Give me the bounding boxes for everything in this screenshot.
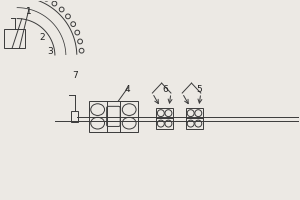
Bar bbox=[89, 101, 138, 132]
Bar bbox=[186, 108, 203, 129]
Bar bbox=[4, 28, 25, 48]
Text: 1: 1 bbox=[26, 7, 32, 16]
Bar bbox=[71, 111, 78, 122]
Text: 5: 5 bbox=[196, 85, 202, 94]
Text: 7: 7 bbox=[72, 71, 78, 80]
Text: 3: 3 bbox=[47, 47, 53, 56]
Text: 4: 4 bbox=[124, 85, 130, 94]
Text: 6: 6 bbox=[163, 85, 169, 94]
Text: 2: 2 bbox=[40, 33, 45, 42]
Bar bbox=[156, 108, 173, 129]
